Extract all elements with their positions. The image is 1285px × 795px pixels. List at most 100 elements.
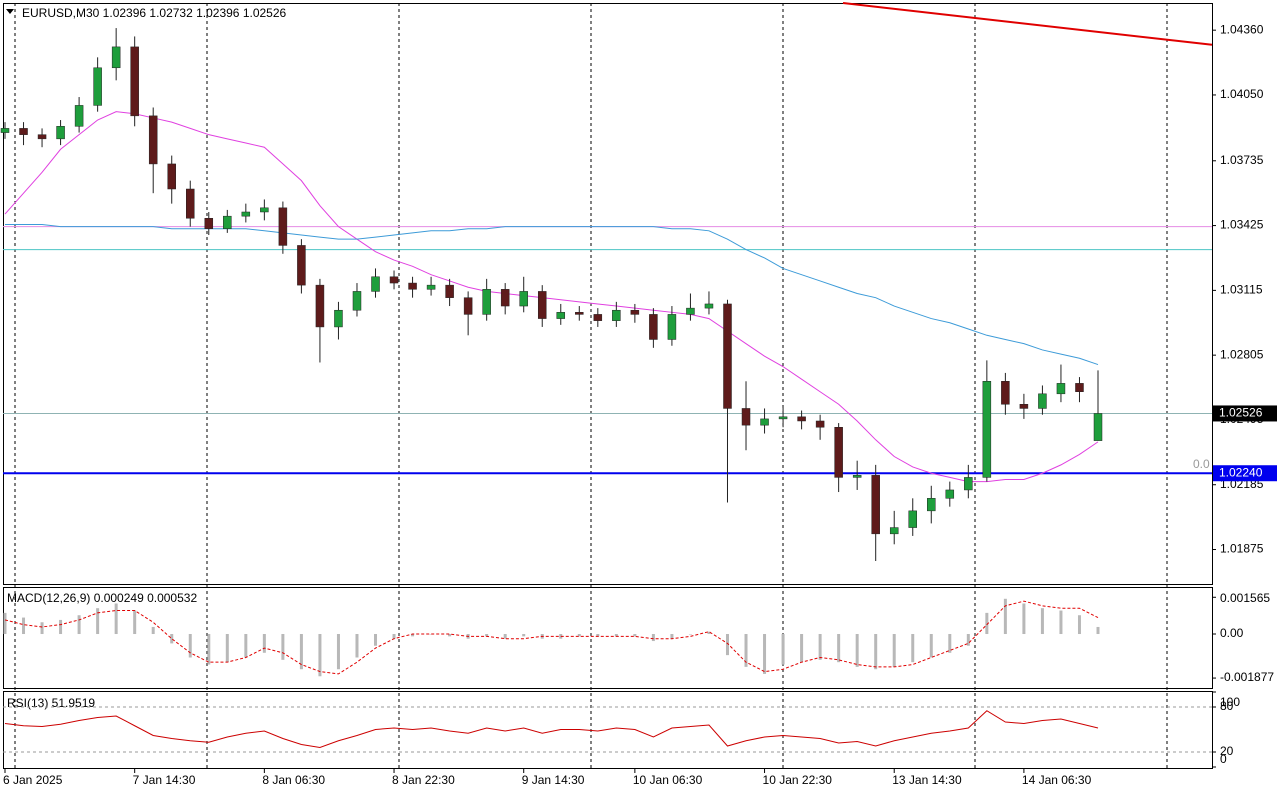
x-tick-label: 13 Jan 14:30 xyxy=(892,773,962,787)
candle-body xyxy=(741,408,751,426)
macd-bar xyxy=(1096,626,1100,635)
y-tick-label: 1.04360 xyxy=(1220,22,1264,36)
rsi-panel-frame xyxy=(3,691,1213,769)
candle-body xyxy=(797,416,806,422)
candle-body xyxy=(0,128,10,133)
macd-bar xyxy=(651,634,655,642)
candle-body xyxy=(649,314,658,340)
candle-body xyxy=(889,527,899,535)
macd-bar xyxy=(577,634,581,637)
candle-body xyxy=(463,297,473,315)
macd-bar xyxy=(96,608,100,635)
rsi-title: RSI(13) 51.9519 xyxy=(7,696,95,710)
macd-bar xyxy=(1059,610,1063,635)
macd-bar xyxy=(133,610,137,635)
y-tick-label: 1.04050 xyxy=(1220,87,1264,101)
macd-bar xyxy=(633,634,637,637)
macd-bar xyxy=(1077,615,1081,635)
macd-bar xyxy=(985,612,989,635)
macd-bar xyxy=(262,634,266,653)
candle-body xyxy=(426,284,436,290)
price-label-box xyxy=(1213,465,1277,482)
macd-bar xyxy=(374,634,378,646)
macd-bar xyxy=(688,634,692,635)
candle-body xyxy=(482,289,491,315)
candle-body xyxy=(519,291,528,307)
macd-bar xyxy=(837,634,841,663)
macd-bar xyxy=(892,634,896,667)
macd-bar xyxy=(929,634,933,658)
candle-body xyxy=(556,312,566,319)
price-label-box xyxy=(1213,405,1277,422)
candle-body xyxy=(371,276,380,292)
macd-bar xyxy=(744,634,748,667)
macd-bar xyxy=(411,634,415,637)
trendline xyxy=(842,2,1213,46)
candle-body xyxy=(56,126,65,140)
macd-bar xyxy=(151,626,155,635)
candle-body xyxy=(1038,393,1047,409)
macd-bar xyxy=(911,634,915,663)
macd-bar xyxy=(355,634,359,658)
candle-body xyxy=(630,309,640,315)
macd-bar xyxy=(1022,603,1026,635)
macd-bar xyxy=(244,634,248,658)
menu-triangle[interactable] xyxy=(6,9,14,14)
macd-bar xyxy=(3,612,7,635)
candle-body xyxy=(1075,383,1084,392)
candle-body xyxy=(815,420,825,428)
macd-bar xyxy=(966,634,970,646)
candle-body xyxy=(760,418,769,426)
y-tick-label: 1.02805 xyxy=(1220,347,1264,361)
macd-bar xyxy=(40,622,44,635)
candle-body xyxy=(130,46,139,117)
fibo-label: 0.0 xyxy=(1193,457,1210,471)
candle-body xyxy=(686,307,695,315)
y-tick-label: 1.01875 xyxy=(1220,542,1264,556)
candle-body xyxy=(1093,413,1103,441)
candle-body xyxy=(982,381,992,478)
macd-bar xyxy=(725,634,729,656)
x-tick-label: 9 Jan 14:30 xyxy=(522,773,585,787)
price-label: 1.02240 xyxy=(1219,465,1263,479)
macd-bar xyxy=(670,634,674,639)
candle-body xyxy=(74,105,84,127)
x-tick-label: 10 Jan 22:30 xyxy=(763,773,833,787)
macd-bar xyxy=(818,634,822,660)
macd-bar xyxy=(318,634,322,677)
candle-body xyxy=(964,477,973,491)
candle-body xyxy=(223,215,232,229)
candle-body xyxy=(19,128,28,135)
macd-bar xyxy=(448,634,452,637)
macd-bar xyxy=(225,634,229,663)
y-tick-label: 0 xyxy=(1220,752,1227,766)
macd-bar xyxy=(336,634,340,670)
y-tick-label: 100 xyxy=(1220,695,1240,709)
macd-bar xyxy=(188,634,192,658)
y-tick-label: 0.001565 xyxy=(1220,591,1270,605)
x-tick-label: 7 Jan 14:30 xyxy=(133,773,196,787)
macd-bar xyxy=(59,619,63,635)
candle-body xyxy=(334,309,343,328)
macd-bar xyxy=(707,631,711,635)
candle-body xyxy=(37,134,47,140)
candle-body xyxy=(1056,383,1066,395)
candle-body xyxy=(278,207,288,246)
macd-bar xyxy=(763,634,767,674)
macd-bar xyxy=(781,634,785,665)
macd-bar xyxy=(170,634,174,644)
candle-body xyxy=(927,498,936,512)
macd-bar xyxy=(429,634,433,635)
macd-bar xyxy=(392,634,396,639)
y-tick-label: 0.00 xyxy=(1220,626,1244,640)
candle-body xyxy=(389,276,399,284)
macd-bar xyxy=(281,634,285,660)
candle-body xyxy=(778,416,788,420)
macd-bar xyxy=(874,634,878,670)
macd-bar xyxy=(614,634,618,637)
macd-bar xyxy=(299,634,303,670)
candle-body xyxy=(445,284,454,298)
y-tick-label: 80 xyxy=(1220,699,1234,713)
